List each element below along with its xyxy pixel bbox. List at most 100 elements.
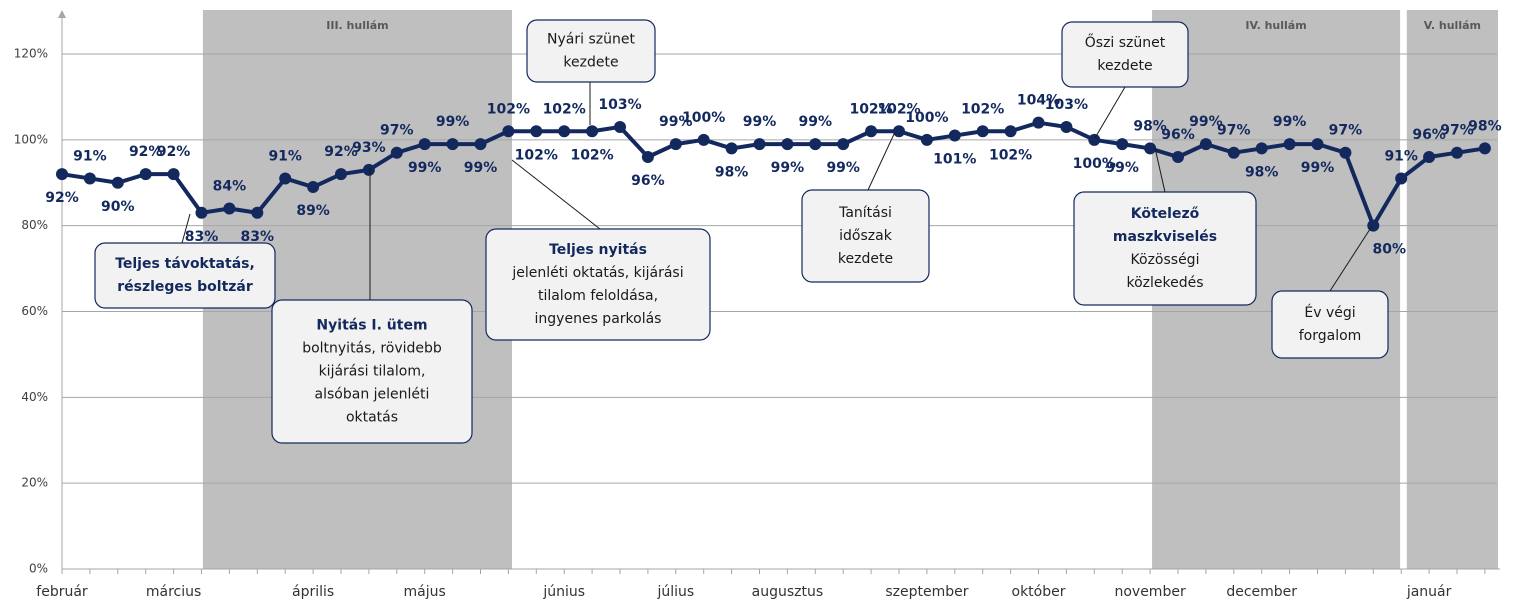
callout-box (1271, 290, 1389, 359)
data-point (1088, 133, 1101, 146)
value-label: 96% (1161, 127, 1195, 143)
value-label: 99% (436, 114, 470, 130)
callout-box (526, 19, 656, 83)
data-point (111, 176, 124, 189)
value-label: 99% (771, 160, 805, 176)
data-point (1311, 138, 1324, 151)
value-label: 100% (1073, 156, 1116, 172)
callout-text: kezdete (1097, 58, 1152, 74)
value-label: 99% (464, 160, 498, 176)
value-label: 100% (682, 110, 725, 126)
data-point (362, 163, 375, 176)
x-tick-label: május (404, 584, 446, 600)
callout-text: tilalom feloldása, (538, 288, 658, 304)
callout-box (1061, 21, 1189, 88)
value-label: 97% (1217, 123, 1251, 139)
callout-text: közlekedés (1126, 275, 1203, 291)
value-label: 89% (296, 203, 330, 219)
value-label: 101% (933, 152, 976, 168)
callout-text: kezdete (563, 55, 618, 71)
y-axis-arrow (58, 10, 66, 18)
callout-text: Tanítási (838, 205, 892, 221)
data-point (976, 125, 989, 138)
callout-text: Teljes nyitás (549, 242, 647, 258)
callout-box (271, 299, 473, 444)
x-tick-label: október (1012, 584, 1066, 600)
value-label: 92% (324, 144, 358, 160)
callout-text: Őszi szünet (1085, 33, 1166, 51)
data-point (697, 133, 710, 146)
y-tick-label: 120% (14, 47, 48, 61)
data-point (530, 125, 543, 138)
value-label: 91% (1384, 148, 1418, 164)
callout-text: boltnyitás, rövidebb (302, 341, 442, 357)
data-point (809, 138, 822, 151)
data-point (1283, 138, 1296, 151)
value-label: 80% (1373, 242, 1407, 258)
x-tick-label: április (292, 584, 334, 600)
value-label: 92% (45, 190, 79, 206)
value-label: 99% (1189, 114, 1223, 130)
data-point (195, 206, 208, 219)
data-point (1172, 151, 1184, 163)
value-label: 84% (213, 179, 247, 195)
data-point (1255, 142, 1268, 155)
data-point (1199, 138, 1212, 151)
callout-text: kezdete (838, 251, 893, 267)
callout-box (801, 189, 930, 283)
value-label: 99% (743, 114, 777, 130)
value-label: 102% (487, 101, 530, 117)
callout-text: alsóban jelenléti (315, 387, 430, 403)
wave-band (1406, 10, 1499, 569)
data-point (781, 138, 794, 151)
x-tick-label: november (1114, 584, 1185, 600)
x-tick-label: augusztus (752, 584, 824, 600)
data-point (279, 172, 292, 185)
callout-text: Kötelező (1131, 206, 1200, 222)
data-point (418, 138, 431, 151)
leader-line (867, 131, 896, 191)
data-point (446, 138, 459, 151)
data-point (251, 206, 264, 219)
value-label: 98% (1468, 118, 1502, 134)
data-point (586, 125, 599, 138)
callout-text: maszkviselés (1113, 229, 1217, 245)
value-label: 90% (101, 199, 135, 215)
wave-label: V. hullám (1424, 19, 1481, 32)
value-label: 102% (849, 101, 892, 117)
callout-text: forgalom (1299, 328, 1362, 344)
data-point (558, 125, 571, 138)
data-point (1060, 120, 1073, 133)
data-point (948, 129, 961, 142)
data-point (1423, 151, 1436, 163)
leader-line (1329, 225, 1373, 292)
value-label: 96% (631, 173, 665, 189)
data-point (56, 168, 68, 181)
data-point (1004, 125, 1017, 138)
data-point (865, 125, 878, 138)
data-point (614, 120, 626, 133)
wave-label: IV. hullám (1245, 19, 1306, 32)
callout-box (94, 242, 276, 309)
value-label: 99% (826, 160, 860, 176)
data-point (1227, 146, 1240, 159)
callout-text: oktatás (346, 410, 398, 426)
callout-text: Nyitás I. ütem (316, 318, 427, 334)
data-point (474, 138, 487, 151)
data-point (502, 125, 515, 138)
data-point (307, 181, 320, 194)
value-label: 99% (659, 114, 693, 130)
y-tick-label: 80% (21, 218, 48, 232)
y-tick-label: 40% (21, 390, 48, 404)
data-point (837, 138, 850, 151)
value-label: 102% (877, 101, 920, 117)
value-label: 83% (185, 229, 219, 245)
series-line (61, 120, 1486, 228)
x-tick-label: június (542, 584, 585, 600)
value-label: 98% (715, 164, 749, 180)
data-point (1478, 142, 1491, 155)
data-point (139, 168, 152, 181)
value-label: 93% (352, 140, 386, 156)
callout-text: részleges boltzár (117, 279, 253, 295)
annotations: Teljes távoktatás, részleges boltzár Nyitá… (94, 19, 1389, 444)
